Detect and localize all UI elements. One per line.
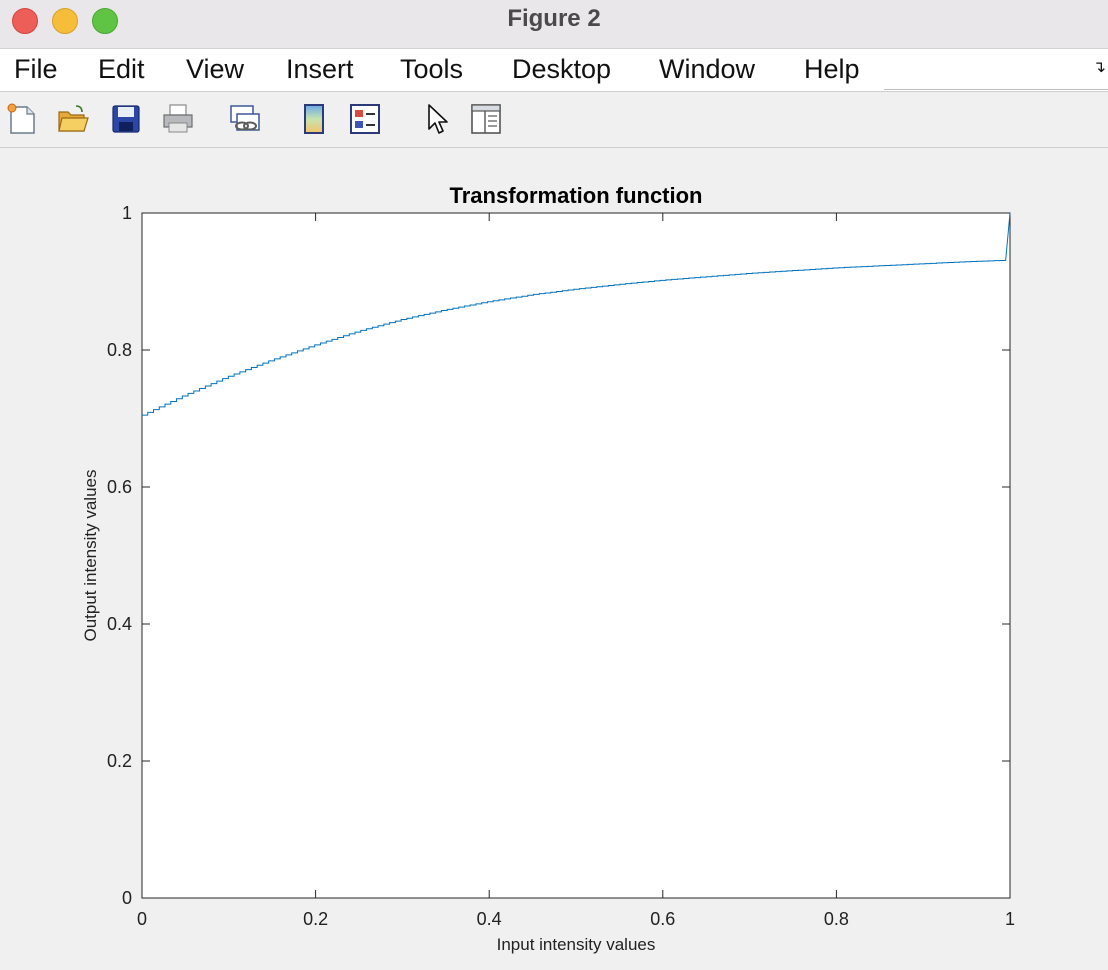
chart-title: Transformation function xyxy=(450,183,703,208)
close-window-button[interactable] xyxy=(12,8,38,34)
y-tick-label: 0.6 xyxy=(107,477,132,497)
series-line xyxy=(142,212,1011,416)
menu-bar: File Edit View Insert Tools Desktop Wind… xyxy=(0,49,1108,92)
figure-toolbar xyxy=(0,92,1108,148)
maximize-window-button[interactable] xyxy=(92,8,118,34)
minimize-window-button[interactable] xyxy=(52,8,78,34)
menu-file[interactable]: File xyxy=(14,54,58,84)
series-group xyxy=(142,212,1011,416)
menu-edit[interactable]: Edit xyxy=(98,54,145,84)
legend-icon[interactable] xyxy=(348,102,382,136)
y-tick-label: 0.8 xyxy=(107,340,132,360)
x-axis-label: Input intensity values xyxy=(497,935,656,954)
x-tick-label: 0.2 xyxy=(303,909,328,929)
window-title: Figure 2 xyxy=(507,5,601,32)
edit-plot-pointer-icon[interactable] xyxy=(420,102,454,136)
y-axis-label: Output intensity values xyxy=(81,470,100,642)
window-titlebar: Figure 2 xyxy=(0,0,1108,49)
colorbar-icon[interactable] xyxy=(297,102,331,136)
tick-labels: 0 0.2 0.4 0.6 0.8 1 0 0.2 0.4 0.6 0.8 1 xyxy=(107,203,1015,929)
y-tick-label: 0.4 xyxy=(107,614,132,634)
property-inspector-icon[interactable] xyxy=(469,102,503,136)
link-plot-icon[interactable] xyxy=(228,102,262,136)
menu-window[interactable]: Window xyxy=(659,54,756,84)
save-icon[interactable] xyxy=(109,102,143,136)
x-tick-label: 0 xyxy=(137,909,147,929)
open-file-icon[interactable] xyxy=(56,102,90,136)
x-tick-label: 0.6 xyxy=(650,909,675,929)
y-tick-label: 0 xyxy=(122,888,132,908)
x-tick-label: 0.4 xyxy=(477,909,502,929)
x-tick-label: 1 xyxy=(1005,909,1015,929)
y-tick-label: 0.2 xyxy=(107,751,132,771)
plot-area xyxy=(141,212,1011,899)
print-icon[interactable] xyxy=(161,102,195,136)
menu-desktop[interactable]: Desktop xyxy=(512,54,612,84)
menu-view[interactable]: View xyxy=(186,54,245,84)
menu-tools[interactable]: Tools xyxy=(400,54,464,84)
new-figure-icon[interactable] xyxy=(5,102,39,136)
menu-insert[interactable]: Insert xyxy=(286,54,354,84)
axis-ticks xyxy=(141,212,1011,899)
toolbar-overflow-icon[interactable]: ↴ xyxy=(1092,59,1106,76)
menu-separator xyxy=(884,89,1108,90)
y-tick-label: 1 xyxy=(122,203,132,223)
x-tick-label: 0.8 xyxy=(824,909,849,929)
menu-help[interactable]: Help xyxy=(804,54,860,84)
